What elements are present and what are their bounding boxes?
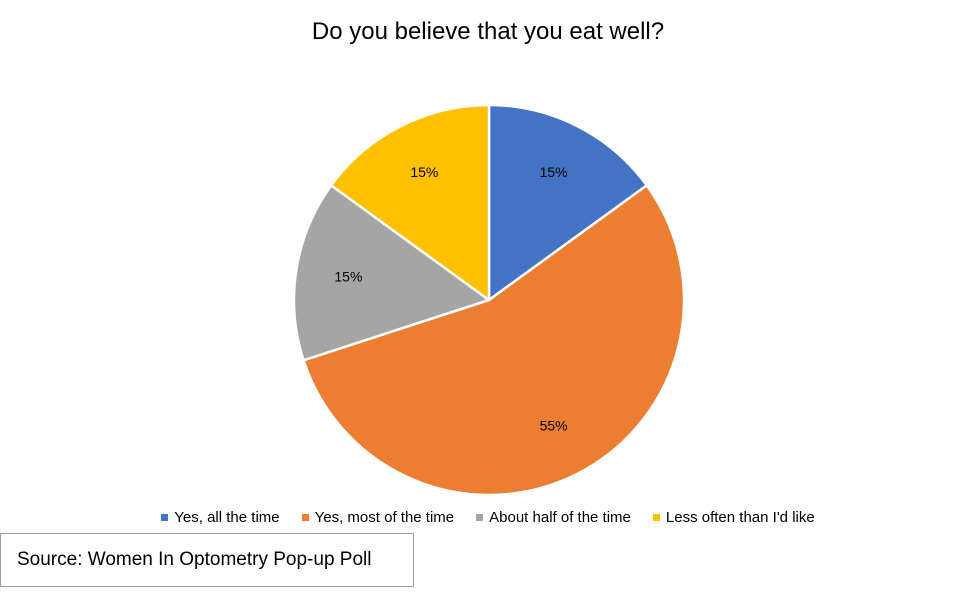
pie-slice <box>329 103 491 302</box>
legend-item-about-half-of-the-time: About half of the time <box>476 509 631 526</box>
chart-legend: Yes, all the time Yes, most of the time … <box>0 509 976 526</box>
legend-swatch <box>652 514 660 521</box>
pie-slice <box>292 184 491 362</box>
pie-slice <box>302 184 686 497</box>
legend-item-yes-all-the-time: Yes, all the time <box>161 509 280 526</box>
pie-slice <box>487 103 649 302</box>
legend-label: About half of the time <box>489 509 631 526</box>
legend-label: Less often than I'd like <box>665 509 815 526</box>
legend-swatch <box>301 514 309 521</box>
source-note: Source: Women In Optometry Pop-up Poll <box>17 549 372 570</box>
legend-swatch <box>476 514 484 521</box>
slice-data-label: 55% <box>540 418 568 434</box>
slice-data-label: 15% <box>334 268 362 284</box>
legend-label: Yes, all the time <box>174 509 280 526</box>
source-note-box: Source: Women In Optometry Pop-up Poll <box>0 533 414 587</box>
legend-swatch <box>161 514 169 521</box>
chart-title: Do you believe that you eat well? <box>311 18 665 45</box>
slice-data-label: 15% <box>540 164 568 180</box>
legend-label: Yes, most of the time <box>314 509 455 526</box>
slice-data-label: 15% <box>410 164 438 180</box>
legend-item-less-often: Less often than I'd like <box>652 509 815 526</box>
legend-item-yes-most-of-the-time: Yes, most of the time <box>301 509 455 526</box>
